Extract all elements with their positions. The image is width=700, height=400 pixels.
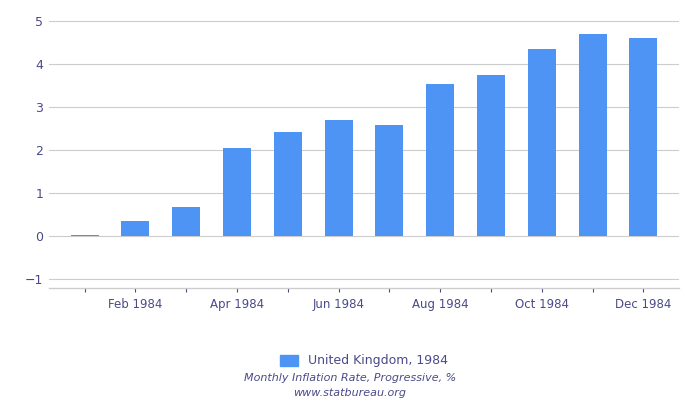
Bar: [629, 38, 657, 236]
Bar: [223, 148, 251, 236]
Text: www.statbureau.org: www.statbureau.org: [293, 388, 407, 398]
Bar: [172, 207, 200, 236]
Bar: [274, 132, 302, 236]
Bar: [528, 49, 556, 236]
Bar: [325, 120, 353, 236]
Bar: [121, 221, 149, 236]
Bar: [477, 75, 505, 236]
Text: Monthly Inflation Rate, Progressive, %: Monthly Inflation Rate, Progressive, %: [244, 373, 456, 383]
Bar: [426, 84, 454, 236]
Legend: United Kingdom, 1984: United Kingdom, 1984: [274, 350, 454, 372]
Bar: [579, 34, 607, 236]
Bar: [375, 126, 403, 236]
Bar: [71, 235, 99, 236]
